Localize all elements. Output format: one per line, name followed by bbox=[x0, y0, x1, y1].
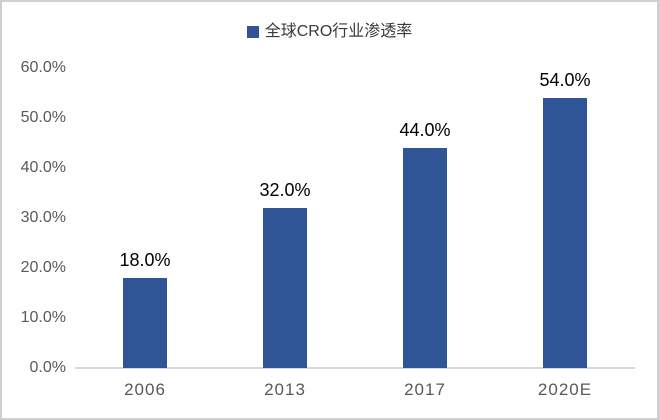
y-axis-tick-label: 10.0% bbox=[20, 309, 66, 326]
legend-label: 全球CRO行业渗透率 bbox=[264, 23, 413, 40]
y-axis-tick-label: 60.0% bbox=[20, 59, 66, 76]
bar-value-label: 44.0% bbox=[399, 120, 451, 140]
y-axis-tick-label: 30.0% bbox=[20, 209, 66, 226]
bar-value-label: 54.0% bbox=[539, 70, 591, 90]
bar bbox=[403, 148, 447, 368]
legend-swatch-icon bbox=[246, 26, 259, 38]
x-axis-tick-label: 2013 bbox=[264, 380, 306, 399]
y-axis-tick-label: 0.0% bbox=[29, 359, 66, 376]
y-axis-tick-label: 40.0% bbox=[20, 159, 66, 176]
x-axis-line bbox=[75, 367, 635, 369]
y-axis-tick-label: 20.0% bbox=[20, 259, 66, 276]
x-axis-tick-label: 2006 bbox=[124, 380, 166, 399]
bar-value-label: 18.0% bbox=[119, 250, 171, 270]
x-axis-tick-label: 2017 bbox=[404, 380, 446, 399]
bar-value-label: 32.0% bbox=[259, 180, 311, 200]
bar bbox=[543, 98, 587, 368]
bar bbox=[123, 278, 167, 368]
chart-legend: 全球CRO行业渗透率 bbox=[2, 23, 657, 41]
y-axis-tick-label: 50.0% bbox=[20, 109, 66, 126]
bar bbox=[263, 208, 307, 368]
x-axis-tick-label: 2020E bbox=[537, 380, 593, 399]
